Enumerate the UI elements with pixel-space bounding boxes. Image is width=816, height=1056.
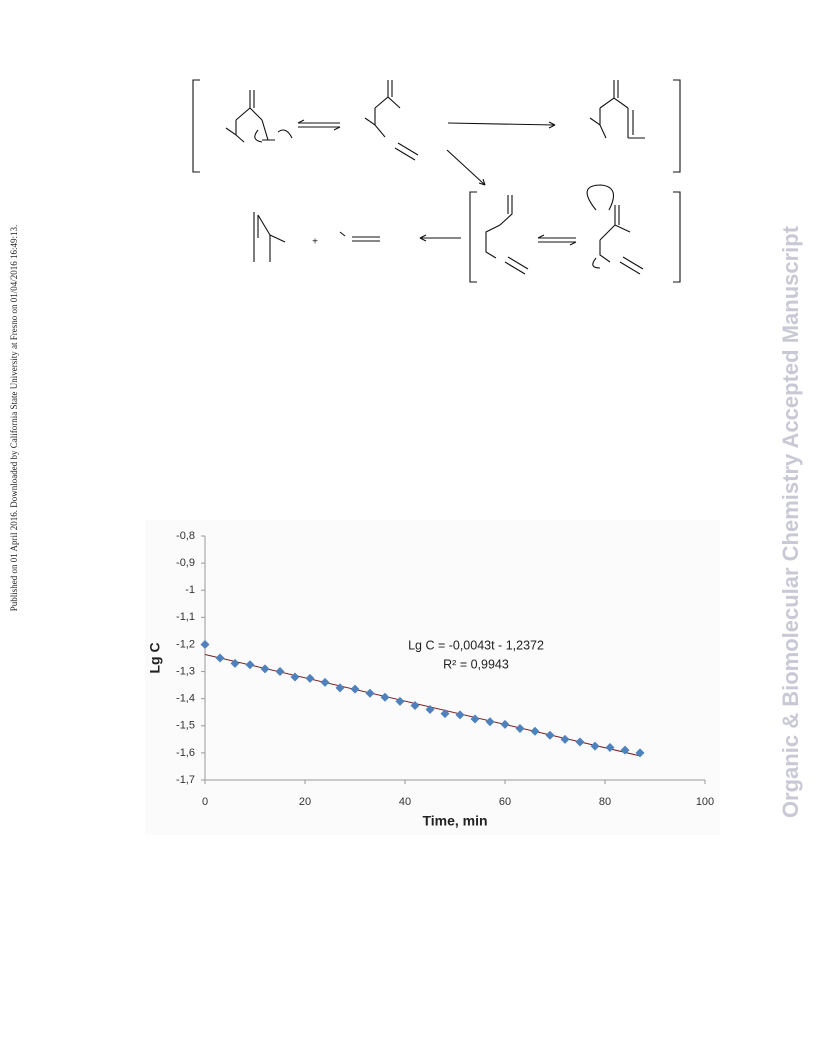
equilibrium-arrow bbox=[297, 119, 341, 131]
data-point bbox=[455, 710, 465, 720]
y-tick-label: -1,7 bbox=[176, 774, 195, 786]
plus-sign: + bbox=[312, 237, 318, 248]
bracket bbox=[673, 79, 681, 173]
data-point bbox=[425, 705, 435, 715]
x-axis-label: Time, min bbox=[422, 813, 487, 829]
data-point bbox=[545, 730, 555, 740]
bracket bbox=[469, 191, 477, 283]
data-point bbox=[635, 748, 645, 758]
data-point bbox=[305, 673, 315, 683]
annotation: R² = 0,9943 bbox=[443, 657, 509, 671]
data-point bbox=[335, 683, 345, 693]
data-point bbox=[320, 677, 330, 687]
data-point bbox=[245, 660, 255, 670]
data-point bbox=[530, 726, 540, 736]
data-point bbox=[365, 688, 375, 698]
data-point bbox=[575, 737, 585, 747]
molecule bbox=[599, 205, 644, 275]
y-tick-label: -1,4 bbox=[176, 693, 195, 705]
y-tick-label: -0,8 bbox=[176, 530, 195, 542]
data-point bbox=[560, 734, 570, 744]
data-point bbox=[470, 714, 480, 724]
data-point bbox=[290, 672, 300, 682]
x-tick-label: 100 bbox=[696, 796, 714, 808]
data-point bbox=[380, 692, 390, 702]
bracket bbox=[192, 79, 200, 173]
molecule bbox=[253, 212, 286, 262]
data-point bbox=[410, 700, 420, 710]
data-point bbox=[500, 719, 510, 729]
y-tick-label: -1,2 bbox=[176, 638, 195, 650]
x-tick-label: 0 bbox=[202, 796, 208, 808]
y-tick-label: -1 bbox=[185, 584, 195, 596]
y-tick-label: -1,3 bbox=[176, 665, 195, 677]
y-tick-label: -0,9 bbox=[176, 557, 195, 569]
x-tick-label: 80 bbox=[599, 796, 611, 808]
data-point bbox=[620, 745, 630, 755]
molecule bbox=[339, 231, 380, 242]
y-axis-label: Lg C bbox=[147, 642, 163, 673]
arrow bbox=[447, 121, 556, 129]
watermark: Organic & Biomolecular Chemistry Accepte… bbox=[778, 225, 803, 819]
molecule bbox=[485, 195, 529, 275]
data-point bbox=[200, 639, 210, 649]
arrow bbox=[446, 149, 486, 186]
arrow bbox=[419, 234, 461, 242]
data-point bbox=[260, 664, 270, 674]
data-point bbox=[215, 653, 225, 663]
data-point bbox=[605, 742, 615, 752]
y-tick-label: -1,5 bbox=[176, 720, 195, 732]
molecule bbox=[364, 80, 419, 161]
data-point bbox=[515, 723, 525, 733]
y-tick-label: -1,1 bbox=[176, 611, 195, 623]
annotation: Lg C = -0,0043t - 1,2372 bbox=[408, 638, 544, 652]
data-point bbox=[395, 696, 405, 706]
data-point bbox=[275, 667, 285, 677]
x-tick-label: 40 bbox=[399, 796, 411, 808]
molecule bbox=[589, 80, 645, 139]
data-point bbox=[590, 741, 600, 751]
data-point bbox=[440, 709, 450, 719]
molecule bbox=[225, 90, 275, 143]
trendline bbox=[204, 653, 641, 757]
curved-arrow bbox=[586, 184, 615, 269]
data-point bbox=[350, 684, 360, 694]
equilibrium-arrow bbox=[537, 234, 577, 246]
bracket bbox=[673, 191, 681, 283]
data-point bbox=[485, 717, 495, 727]
x-tick-label: 20 bbox=[299, 796, 311, 808]
y-tick-label: -1,6 bbox=[176, 747, 195, 759]
data-point bbox=[230, 658, 240, 668]
chart-area bbox=[145, 520, 720, 835]
reaction-scheme: + bbox=[192, 79, 681, 283]
curved-arrow bbox=[254, 129, 293, 143]
x-tick-label: 60 bbox=[499, 796, 511, 808]
